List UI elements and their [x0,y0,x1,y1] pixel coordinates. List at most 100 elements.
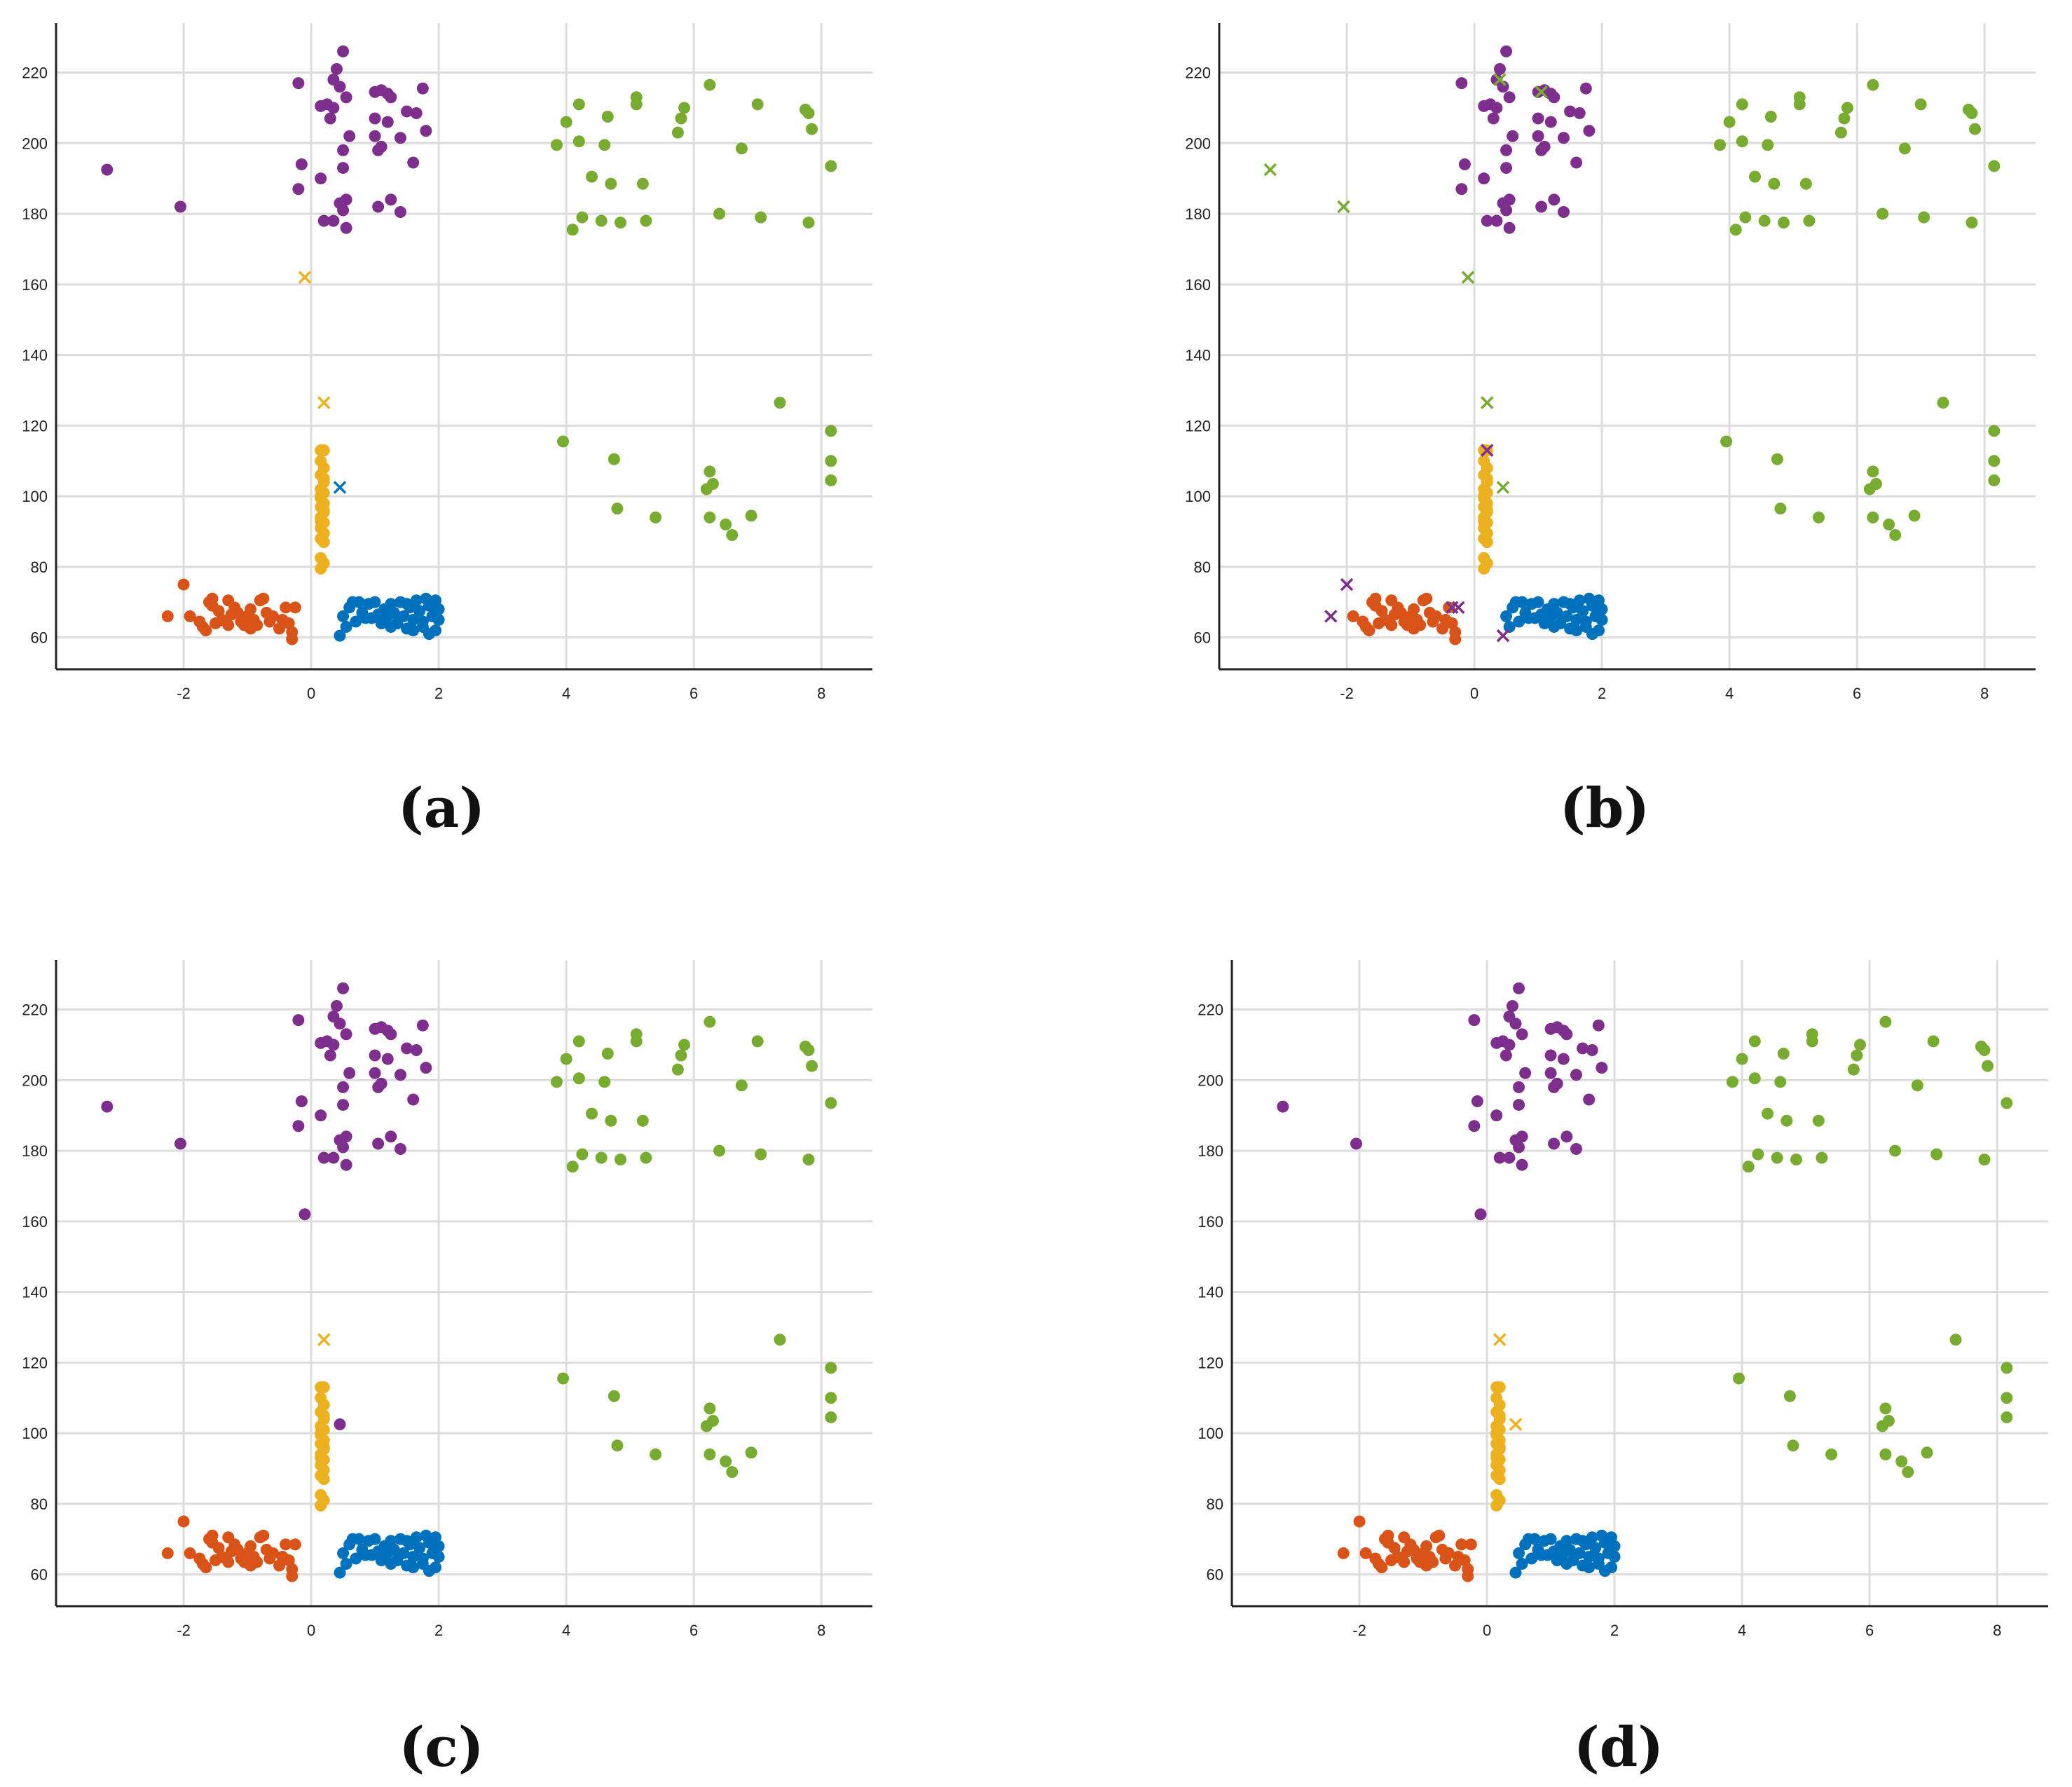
scatter-point [751,98,764,111]
scatter-point [1548,621,1560,634]
scatter-point [245,1540,257,1552]
scatter-point [726,529,739,542]
scatter-point [222,1556,235,1568]
scatter-point [1548,91,1560,104]
scatter-point [1793,91,1806,104]
scatter-point [257,592,270,605]
scatter-point [1726,1076,1738,1088]
scatter-point [572,1035,585,1048]
y-tick-label: 120 [22,417,48,434]
scatter-point [1420,592,1433,605]
scatter-point [337,204,350,217]
outlier-cross-marker [1493,1333,1507,1346]
y-tick-label: 160 [1198,1213,1223,1231]
scatter-point [1787,1439,1799,1452]
scatter-point [1838,112,1851,125]
scatter-point [1513,1099,1525,1111]
scatter-point [745,1446,757,1459]
scatter-point [200,624,212,637]
scatter-point [394,1143,406,1156]
outlier-cross-marker [1481,396,1494,409]
scatter-point [1736,1053,1748,1065]
scatter-point [420,125,432,137]
scatter-point [315,1499,327,1512]
scatter-point [1570,1143,1582,1156]
y-tick-label: 160 [22,276,48,294]
scatter-point [704,1015,716,1028]
scatter-point [413,605,426,617]
scatter-point [576,211,589,224]
scatter-point [1749,170,1762,183]
y-tick-label: 80 [31,559,48,576]
scatter-point [1490,102,1503,114]
scatter-point [1988,425,2001,437]
scatter-point [1570,1069,1582,1081]
scatter-point [337,144,350,156]
scatter-point [755,1148,767,1160]
scatter-point [385,1130,397,1143]
scatter-point [2001,1362,2013,1374]
scatter-point [1812,1114,1825,1127]
scatter-point [2001,1392,2013,1404]
cross-stroke [1535,85,1548,99]
panel-a: -2 0 2 4 6 8 60 80 100 120 140 160 180 200 220 (a) [22,23,872,840]
scatter-point [1592,1019,1605,1032]
scatter-point [1781,1114,1793,1127]
x-tick-label: 2 [434,685,443,702]
scatter-point [1729,224,1742,236]
outlier-cross-marker [298,271,312,284]
x-tick-label: 8 [817,1622,825,1639]
scatter-point [340,91,352,104]
scatter-point [1774,502,1787,515]
scatter-point [1544,1049,1557,1062]
scatter-point [1468,1014,1481,1027]
scatter-point [1347,610,1359,622]
scatter-point [1516,1158,1528,1171]
scatter-point [557,435,570,448]
scatter-point [315,1109,327,1122]
scatter-point [1879,1402,1892,1415]
scatter-point [1783,1390,1796,1402]
scatter-point [678,1039,691,1051]
scatter-point [1378,1533,1391,1545]
scatter-point [1930,1148,1943,1160]
scatter-point [1548,193,1560,206]
panel-b: -2 0 2 4 6 8 60 80 100 120 140 160 180 200 220 (b) [1185,23,2036,840]
y-tick-label: 120 [1185,417,1211,434]
y-tick-label: 180 [1185,205,1211,223]
scatter-point [334,1566,346,1579]
scatter-point [1577,1042,1589,1055]
y-tick-label: 80 [1194,559,1211,576]
scatter-point [407,1561,420,1574]
scatter-point [372,1081,385,1093]
scatter-point [1570,156,1583,169]
outlier-cross-marker [1324,610,1338,623]
scatter-point [1500,144,1513,156]
scatter-point [1586,1531,1598,1544]
cross-stroke [1496,481,1510,494]
scatter-point [1803,214,1816,227]
scatter-point [1455,77,1468,90]
outlier-cross-marker [1340,577,1354,591]
y-tick-label: 60 [1194,629,1211,647]
scatter-point [266,610,279,622]
scatter-point [1583,1550,1596,1563]
scatter-point [324,1049,336,1062]
scatter-point [161,1547,174,1559]
scatter-point [177,578,190,591]
scatter-point [1544,1067,1557,1079]
scatter-point [369,130,381,142]
scatter-point [369,1533,381,1545]
scatter-point [295,1095,308,1108]
scatter-point [1560,610,1573,622]
scatter-point [1720,435,1733,448]
outlier-cross-marker [317,1333,331,1346]
scatter-point [337,1141,350,1153]
scatter-point [212,605,225,617]
scatter-point [1433,1529,1446,1542]
scatter-point [1481,472,1493,485]
scatter-point [327,1151,340,1164]
scatter-point [1564,598,1577,610]
scatter-point [1529,612,1542,624]
scatter-point [614,217,626,229]
